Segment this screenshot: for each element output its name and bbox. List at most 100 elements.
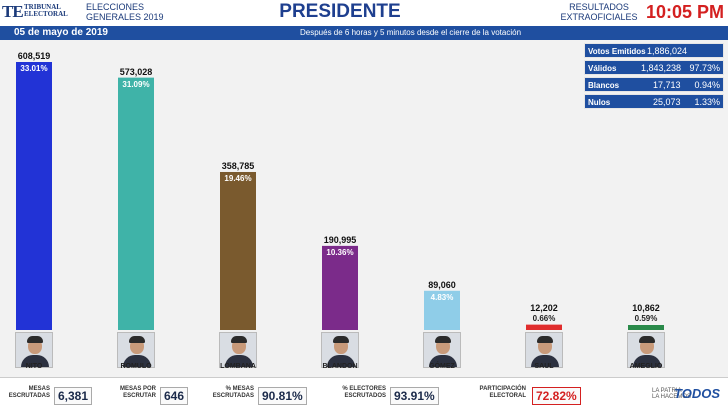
bar-nito — [16, 62, 52, 330]
photo-hair — [27, 336, 43, 343]
vote-stats-table: Votos Emitidos 1,886,024 Válidos 1,843,2… — [584, 43, 724, 111]
candidate-photo — [117, 332, 155, 368]
candidate-photo — [627, 332, 665, 368]
bar-blandon — [322, 245, 358, 330]
photo-hair — [435, 336, 451, 343]
candidate-name: BLANDON — [322, 363, 358, 370]
bar-percent-label: 31.09% — [122, 79, 150, 89]
elapsed-label: Después de 6 horas y 5 minutos desde el … — [300, 28, 522, 37]
photo-hair — [333, 336, 349, 343]
photo-hair — [537, 336, 553, 343]
bar-value-label: 10,862 — [632, 303, 660, 313]
results-chart: 608,519 33.01% NITO 573,028 31.09% ROMULO 358,… — [0, 40, 728, 377]
bar-value-label: 358,785 — [221, 160, 255, 171]
logo-line2: ELECTORAL — [24, 10, 68, 18]
metric-value: 646 — [160, 387, 189, 405]
stat-percent: 1.33% — [694, 97, 720, 107]
bar-percent-label: 33.01% — [20, 64, 48, 73]
stat-percent: 0.94% — [694, 80, 720, 90]
photo-hair — [129, 336, 145, 343]
metric-label: ESCRUTADAS — [8, 393, 50, 399]
bar-gómez — [424, 290, 460, 330]
stat-label: Blancos — [588, 81, 620, 90]
bar-saul — [526, 324, 562, 330]
bar-ameglio — [628, 325, 664, 330]
bar-value-label: 608,519 — [17, 51, 51, 61]
date-label: 05 de mayo de 2019 — [14, 27, 108, 38]
bar-romulo — [118, 77, 154, 330]
metric-label: MESAS — [28, 386, 50, 392]
bar-percent-label: 19.46% — [224, 173, 252, 183]
metric-label: % MESAS — [225, 386, 254, 392]
metric-label: ELECTORAL — [489, 393, 526, 399]
candidate-photo — [219, 332, 257, 368]
stat-percent: 97.73% — [689, 63, 720, 73]
stat-row-nulos: Nulos 25,073 1.33% — [584, 94, 724, 109]
bottom-metrics-bar: MESAS ESCRUTADAS 6,381 MESAS POR ESCRUTA… — [0, 377, 728, 417]
candidate-name: ROMULO — [120, 363, 152, 370]
metric-label: PARTICIPACIÓN — [479, 386, 526, 392]
metric-label: MESAS POR — [119, 386, 156, 392]
candidate-photo — [525, 332, 563, 368]
bar-percent-label: 0.66% — [532, 313, 556, 323]
metric-value: 6,381 — [54, 387, 93, 405]
stat-label: Nulos — [588, 98, 611, 107]
stat-label: Votos Emitidos — [588, 47, 646, 56]
candidate-photo — [423, 332, 461, 368]
metric-value: 72.82% — [532, 387, 581, 405]
results-label: RESULTADOS EXTRAOFICIALES — [560, 2, 638, 22]
candidate-name: AMEGLIO — [629, 363, 663, 370]
candidate-name: SAUL — [534, 363, 554, 370]
results-line2: EXTRAOFICIALES — [560, 12, 638, 22]
photo-body — [633, 355, 661, 367]
elections-line2: GENERALES 2019 — [86, 12, 164, 22]
photo-body — [327, 355, 355, 367]
logo-abbr: TE — [2, 2, 24, 21]
stat-value: 1,843,238 — [641, 63, 682, 73]
candidate-name: LOMBANA — [220, 363, 256, 370]
subheader-bar: 05 de mayo de 2019 Después de 6 horas y … — [0, 26, 728, 40]
brand-big-text: TODOS — [674, 386, 720, 401]
candidate-photo — [321, 332, 359, 368]
photo-body — [21, 355, 49, 367]
clock: 10:05 PM — [645, 2, 725, 22]
stat-value: 17,713 — [653, 80, 681, 90]
metric-label: ESCRUTADOS — [344, 393, 386, 399]
metric-value: 93.91% — [390, 387, 439, 405]
brand-small-text: LA PATRIA — [652, 388, 682, 394]
metric-label: ESCRUTAR — [123, 393, 156, 399]
logo-line1: TRIBUNAL — [24, 3, 61, 11]
bars-svg — [16, 62, 664, 330]
photo-body — [531, 355, 559, 367]
stat-value: 1,886,024 — [647, 46, 688, 56]
metric-label: % ELECTORES — [342, 386, 386, 392]
stat-label: Válidos — [588, 64, 617, 73]
elections-line1: ELECCIONES — [86, 2, 145, 12]
bar-percent-label: 4.83% — [430, 292, 454, 302]
metric-value: 90.81% — [258, 387, 307, 405]
bar-value-label: 12,202 — [530, 302, 558, 313]
candidate-photo — [15, 332, 53, 368]
photo-hair — [639, 336, 655, 343]
metric-label: ESCRUTADAS — [212, 393, 254, 399]
bar-lombana — [220, 171, 256, 330]
photo-body — [429, 355, 457, 367]
page-title: PRESIDENTE — [279, 1, 401, 22]
stat-value: 25,073 — [653, 97, 681, 107]
brand-small-text: LA HACEMOS — [652, 394, 692, 400]
header: TE TRIBUNAL ELECTORAL ELECCIONES GENERAL… — [0, 0, 728, 26]
elections-label: ELECCIONES GENERALES 2019 — [86, 2, 164, 22]
stat-row-validos: Válidos 1,843,238 97.73% — [584, 60, 724, 75]
bar-value-label: 573,028 — [119, 66, 153, 77]
candidate-name: GÓMEZ — [429, 363, 455, 370]
bar-value-label: 89,060 — [428, 279, 456, 290]
tribunal-electoral-logo: TE TRIBUNAL ELECTORAL — [2, 2, 76, 22]
bar-percent-label: 0.59% — [634, 314, 658, 323]
photo-body — [123, 355, 151, 367]
stat-row-blancos: Blancos 17,713 0.94% — [584, 77, 724, 92]
photo-hair — [231, 336, 247, 343]
stat-row-emitidos: Votos Emitidos 1,886,024 — [584, 43, 724, 58]
bar-value-label: 190,995 — [323, 234, 357, 245]
bar-percent-label: 10.36% — [326, 247, 354, 257]
photo-body — [225, 355, 253, 367]
